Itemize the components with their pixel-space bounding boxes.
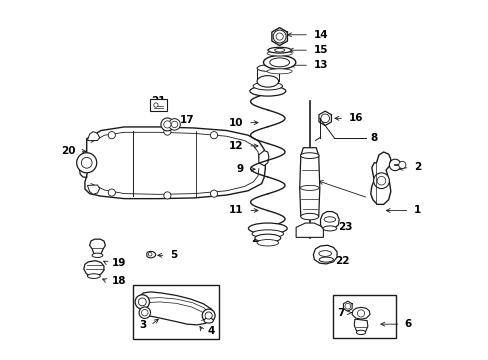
Polygon shape — [320, 212, 339, 229]
Ellipse shape — [266, 51, 292, 56]
Text: 7: 7 — [336, 308, 344, 318]
Circle shape — [163, 192, 171, 199]
Circle shape — [171, 121, 178, 128]
Circle shape — [202, 309, 215, 322]
Polygon shape — [89, 239, 105, 255]
Ellipse shape — [324, 217, 335, 222]
Circle shape — [77, 153, 97, 173]
Circle shape — [135, 295, 149, 309]
Circle shape — [373, 173, 388, 189]
Polygon shape — [351, 307, 369, 319]
Ellipse shape — [257, 76, 278, 87]
Text: 16: 16 — [348, 113, 362, 123]
Ellipse shape — [356, 330, 365, 334]
Text: 19: 19 — [112, 258, 126, 268]
Circle shape — [148, 252, 152, 256]
Circle shape — [210, 132, 217, 139]
Ellipse shape — [300, 185, 319, 190]
Circle shape — [344, 303, 350, 309]
Circle shape — [388, 159, 400, 171]
Ellipse shape — [319, 257, 333, 262]
Polygon shape — [296, 223, 323, 237]
Ellipse shape — [92, 253, 102, 257]
Circle shape — [168, 119, 180, 130]
Text: 21: 21 — [151, 96, 165, 106]
Circle shape — [204, 312, 212, 319]
Circle shape — [320, 114, 329, 123]
Circle shape — [81, 157, 92, 168]
Text: 14: 14 — [313, 30, 327, 40]
Polygon shape — [140, 292, 212, 325]
Text: 18: 18 — [112, 276, 126, 286]
Text: 8: 8 — [370, 133, 377, 143]
Polygon shape — [87, 185, 100, 194]
Ellipse shape — [263, 55, 295, 69]
Text: 15: 15 — [313, 45, 327, 55]
Text: 8: 8 — [372, 193, 379, 203]
Circle shape — [108, 189, 115, 196]
Ellipse shape — [257, 239, 278, 246]
Ellipse shape — [269, 58, 289, 67]
Circle shape — [163, 128, 171, 135]
Circle shape — [161, 118, 174, 131]
Ellipse shape — [253, 82, 282, 90]
Circle shape — [163, 121, 171, 128]
Polygon shape — [299, 148, 319, 217]
Text: 23: 23 — [337, 222, 351, 232]
Text: 6: 6 — [404, 319, 411, 329]
Text: 5: 5 — [169, 250, 177, 260]
FancyBboxPatch shape — [150, 99, 166, 111]
Circle shape — [273, 30, 285, 43]
Bar — [132, 285, 218, 338]
Text: 9: 9 — [236, 164, 244, 174]
Ellipse shape — [266, 69, 292, 74]
Text: 1: 1 — [413, 206, 420, 216]
Ellipse shape — [203, 318, 213, 323]
Ellipse shape — [300, 213, 318, 220]
Circle shape — [398, 161, 405, 168]
Ellipse shape — [87, 274, 100, 278]
Ellipse shape — [249, 86, 285, 96]
Ellipse shape — [251, 230, 283, 238]
Polygon shape — [370, 152, 390, 204]
Circle shape — [138, 298, 146, 306]
Text: 10: 10 — [229, 118, 244, 128]
Ellipse shape — [318, 251, 331, 256]
Ellipse shape — [257, 65, 278, 71]
Ellipse shape — [248, 223, 286, 234]
Text: 20: 20 — [61, 146, 75, 156]
Text: 24: 24 — [251, 234, 265, 244]
Polygon shape — [87, 132, 100, 140]
Text: 22: 22 — [335, 256, 349, 266]
Polygon shape — [353, 319, 367, 333]
Text: 12: 12 — [229, 141, 244, 151]
Bar — [333, 296, 395, 338]
Text: 13: 13 — [313, 60, 327, 70]
Circle shape — [153, 103, 158, 107]
Circle shape — [108, 132, 115, 139]
Ellipse shape — [254, 234, 280, 242]
Text: 4: 4 — [207, 326, 215, 336]
Ellipse shape — [274, 48, 284, 52]
Polygon shape — [85, 127, 265, 199]
Text: 17: 17 — [180, 115, 194, 125]
Text: 11: 11 — [229, 206, 244, 216]
Circle shape — [142, 310, 148, 316]
Ellipse shape — [323, 226, 336, 231]
Circle shape — [139, 307, 150, 319]
Polygon shape — [83, 261, 104, 276]
Polygon shape — [258, 150, 268, 166]
Circle shape — [357, 310, 364, 317]
Circle shape — [276, 33, 283, 40]
Text: 3: 3 — [139, 320, 146, 330]
Text: 2: 2 — [413, 162, 420, 172]
Circle shape — [210, 190, 217, 197]
Polygon shape — [313, 245, 336, 264]
Ellipse shape — [267, 47, 291, 53]
Ellipse shape — [300, 153, 319, 158]
Circle shape — [376, 176, 385, 185]
